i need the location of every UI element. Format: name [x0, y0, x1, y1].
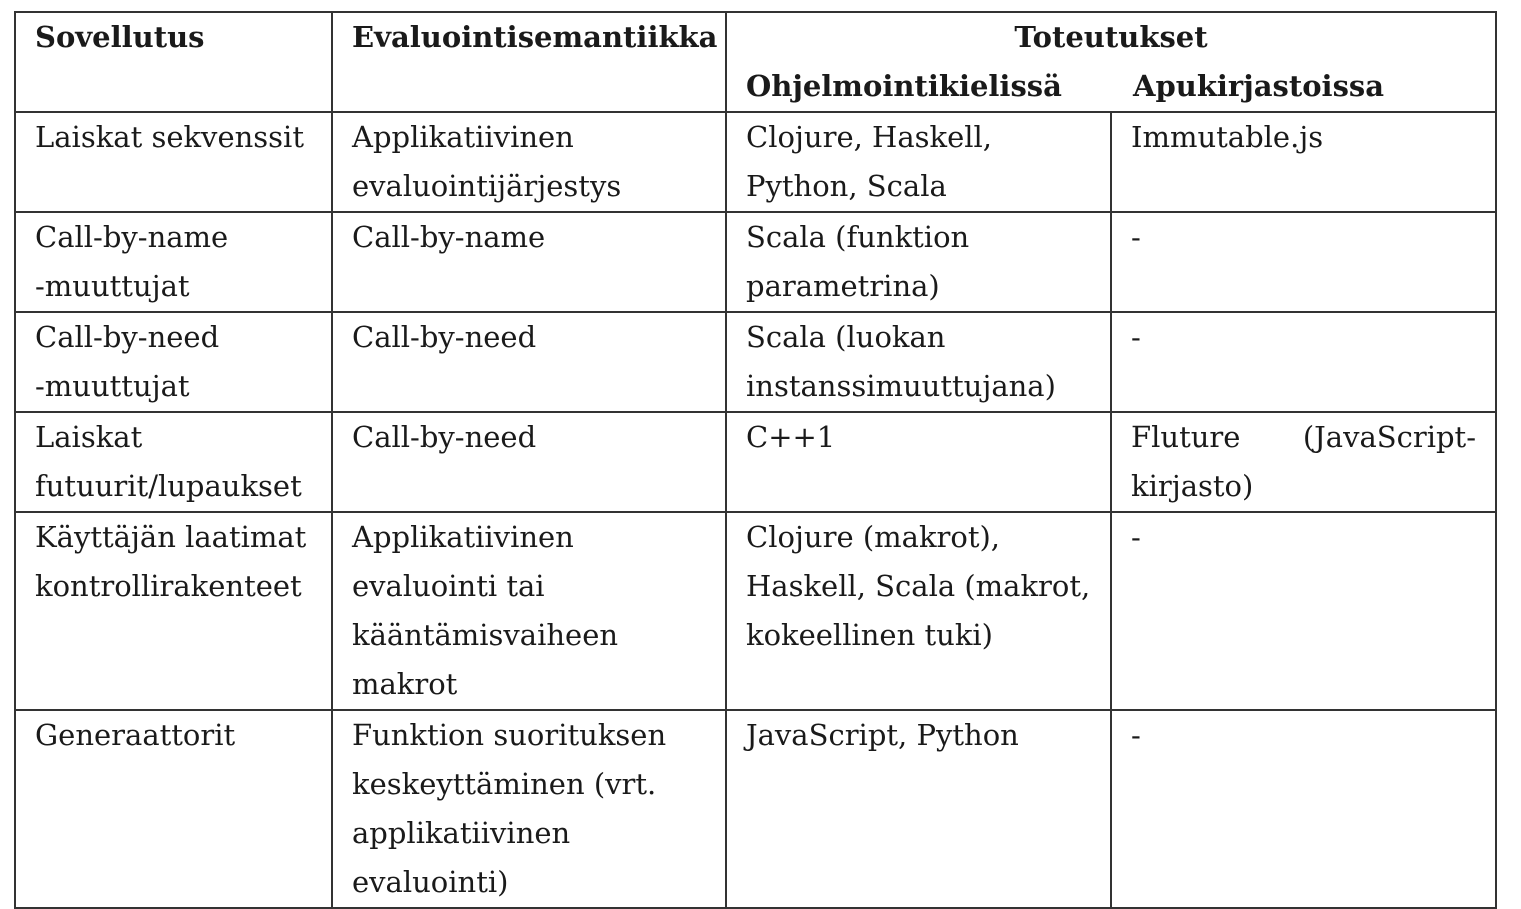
table-row: Generaattorit Funktion suorituksen keske…	[14, 709, 1498, 909]
cell-semantiikka: Funktion suorituksen keskeyttäminen (vrt…	[331, 709, 727, 909]
cell-line: kääntämisvaiheen	[352, 618, 619, 652]
cell-line: Python, Scala	[746, 169, 947, 203]
cell-line: Call-by-need	[35, 320, 220, 354]
header-toteutukset: Toteutukset	[1014, 20, 1208, 54]
cell-line: -	[1131, 320, 1141, 354]
cell-line: Applikatiivinen	[352, 520, 574, 554]
cell-semantiikka: Applikatiivinen evaluointi tai kääntämis…	[331, 511, 727, 711]
cell-line: kirjasto)	[1131, 469, 1254, 503]
table-row: Laiskat sekvenssit Applikatiivinen evalu…	[14, 111, 1498, 213]
cell-line: Laiskat sekvenssit	[35, 120, 304, 154]
cell-line: C++1	[746, 420, 836, 454]
cell-line: evaluointijärjestys	[352, 169, 622, 203]
cell-kirjastot: Immutable.js	[1109, 111, 1498, 213]
cell-sovellutus: Generaattorit	[14, 709, 333, 909]
header-row: Sovellutus Evaluointisemantiikka Toteutu…	[14, 11, 1498, 113]
header-apukirjastoissa: Apukirjastoissa	[1132, 69, 1385, 103]
cell-line-justified: Fluture (JavaScript-	[1131, 413, 1476, 462]
cell-line: Call-by-need	[352, 320, 537, 354]
cell-line: parametrina)	[746, 269, 940, 303]
cell-sovellutus: Laiskat futuurit/lupaukset	[14, 411, 333, 513]
cell-line: JavaScript, Python	[746, 718, 1019, 752]
cell-kielet: Scala (funktion parametrina)	[725, 211, 1112, 313]
cell-kirjastot: Fluture (JavaScript- kirjasto)	[1109, 411, 1498, 513]
cell-semantiikka: Call-by-name	[331, 211, 727, 313]
cell-line: Funktion suorituksen	[352, 718, 667, 752]
cell-line: applikatiivinen	[352, 816, 571, 850]
cell-line: -muuttujat	[35, 369, 190, 403]
cell-kielet: Clojure, Haskell, Python, Scala	[725, 111, 1112, 213]
table-row: Laiskat futuurit/lupaukset Call-by-need …	[14, 411, 1498, 513]
cell-semantiikka: Applikatiivinen evaluointijärjestys	[331, 111, 727, 213]
cell-line: Käyttäjän laatimat	[35, 520, 307, 554]
cell-line: Call-by-need	[352, 420, 537, 454]
cell-line: evaluointi)	[352, 865, 509, 899]
cell-kielet: JavaScript, Python	[725, 709, 1112, 909]
comparison-table: Sovellutus Evaluointisemantiikka Toteutu…	[14, 11, 1498, 909]
cell-semantiikka: Call-by-need	[331, 311, 727, 413]
cell-sovellutus: Laiskat sekvenssit	[14, 111, 333, 213]
cell-kirjastot: -	[1109, 211, 1498, 313]
cell-line: -	[1131, 520, 1141, 554]
cell-kirjastot: -	[1109, 709, 1498, 909]
header-evaluointisemantiikka: Evaluointisemantiikka	[331, 11, 727, 113]
table-row: Call-by-need -muuttujat Call-by-need Sca…	[14, 311, 1498, 413]
cell-word: (JavaScript-	[1302, 420, 1477, 454]
cell-line: -	[1131, 220, 1141, 254]
cell-line: Laiskat	[35, 420, 143, 454]
cell-line: kontrollirakenteet	[35, 569, 302, 603]
header-sovellutus: Sovellutus	[14, 11, 333, 113]
cell-kirjastot: -	[1109, 311, 1498, 413]
cell-line: evaluointi tai	[352, 569, 545, 603]
cell-kielet: C++1	[725, 411, 1112, 513]
cell-line: Scala (funktion	[746, 220, 970, 254]
cell-line: Call-by-name	[35, 220, 229, 254]
cell-line: -muuttujat	[35, 269, 190, 303]
cell-line: Clojure, Haskell,	[746, 120, 993, 154]
cell-semantiikka: Call-by-need	[331, 411, 727, 513]
cell-kirjastot: -	[1109, 511, 1498, 711]
cell-sovellutus: Call-by-name -muuttujat	[14, 211, 333, 313]
table-row: Käyttäjän laatimat kontrollirakenteet Ap…	[14, 511, 1498, 711]
cell-line: Generaattorit	[35, 718, 236, 752]
cell-sovellutus: Call-by-need -muuttujat	[14, 311, 333, 413]
subheader-row: Ohjelmointikielissä Apukirjastoissa	[746, 62, 1476, 111]
table-row: Call-by-name -muuttujat Call-by-name Sca…	[14, 211, 1498, 313]
cell-line: Immutable.js	[1131, 120, 1324, 154]
cell-line: makrot	[352, 667, 458, 701]
cell-line: Call-by-name	[352, 220, 546, 254]
cell-line: Clojure (makrot),	[746, 520, 1001, 554]
cell-word: Fluture	[1131, 420, 1241, 454]
cell-line: Applikatiivinen	[352, 120, 574, 154]
cell-sovellutus: Käyttäjän laatimat kontrollirakenteet	[14, 511, 333, 711]
cell-kielet: Clojure (makrot), Haskell, Scala (makrot…	[725, 511, 1112, 711]
cell-line: futuurit/lupaukset	[35, 469, 302, 503]
cell-line: kokeellinen tuki)	[746, 618, 993, 652]
header-toteutukset-group: Toteutukset Ohjelmointikielissä Apukirja…	[724, 11, 1498, 113]
cell-line: Haskell, Scala (makrot,	[746, 569, 1091, 603]
cell-kielet: Scala (luokan instanssimuuttujana)	[725, 311, 1112, 413]
cell-line: keskeyttäminen (vrt.	[352, 767, 657, 801]
cell-line: -	[1131, 718, 1141, 752]
cell-line: instanssimuuttujana)	[746, 369, 1056, 403]
header-ohjelmointikielissa: Ohjelmointikielissä	[746, 69, 1062, 103]
comparison-table-wrapper: Sovellutus Evaluointisemantiikka Toteutu…	[14, 11, 1498, 909]
cell-line: Scala (luokan	[746, 320, 946, 354]
